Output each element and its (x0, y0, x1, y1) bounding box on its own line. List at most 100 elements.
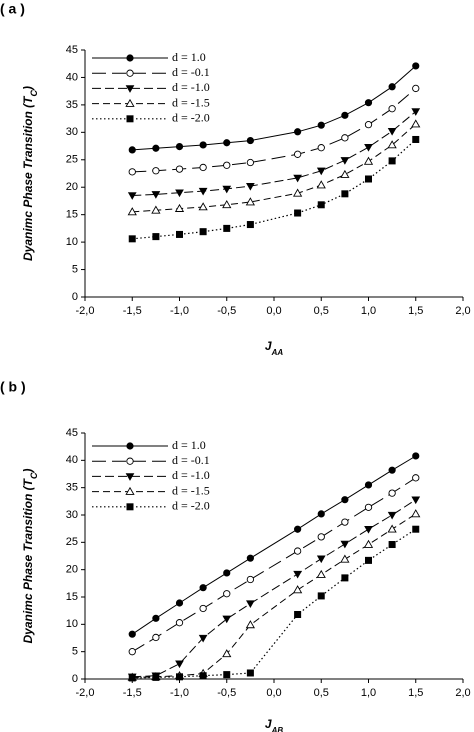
data-point (174, 203, 185, 212)
x-tick-label: 1,5 (408, 687, 423, 699)
legend-marker (125, 473, 135, 481)
data-point (317, 510, 325, 518)
y-tick-label: 15 (66, 209, 78, 221)
series-3 (127, 496, 421, 682)
data-point (152, 614, 160, 622)
data-point (246, 554, 254, 562)
legend-entry: d = -0.1 (172, 65, 210, 79)
data-point (340, 554, 350, 563)
data-point (412, 525, 420, 533)
y-tick-label: 20 (66, 564, 78, 576)
y-tick-label: 5 (72, 263, 78, 275)
legend-marker (126, 442, 134, 450)
x-tick-label: 1,0 (361, 305, 376, 317)
data-point (364, 503, 373, 511)
data-point (364, 526, 373, 534)
y-tick-label: 5 (72, 646, 78, 658)
data-point (293, 570, 302, 579)
data-point (152, 167, 160, 175)
data-point (340, 169, 350, 178)
legend: d = 1.0d = -0.1d = -1.0d = -1.5 d = -2.0 (92, 438, 210, 513)
data-point (341, 496, 349, 504)
data-point (364, 143, 373, 152)
series-line (132, 88, 417, 173)
data-point (176, 230, 184, 238)
data-point (293, 188, 303, 197)
data-point (223, 161, 231, 169)
data-point (411, 509, 421, 518)
data-point (388, 541, 396, 549)
legend-marker (125, 98, 135, 107)
y-tick-label: 0 (72, 291, 78, 303)
data-point (294, 209, 302, 217)
y-tick-label: 45 (66, 44, 78, 56)
data-point (341, 111, 349, 119)
series-line (132, 499, 417, 678)
data-point (152, 673, 160, 681)
series-line (132, 477, 417, 653)
data-point (151, 205, 161, 214)
data-point (127, 207, 137, 216)
y-tick-label: 40 (66, 454, 78, 466)
data-point (364, 120, 373, 129)
y-tick-label: 30 (66, 509, 78, 521)
x-tick-label: -1,5 (123, 687, 142, 699)
data-point (294, 128, 302, 136)
data-point (340, 157, 350, 165)
data-point (199, 584, 207, 592)
data-point (128, 648, 136, 656)
data-point (387, 524, 397, 533)
data-point (317, 121, 325, 129)
data-point (127, 192, 137, 200)
series-2 (128, 84, 420, 176)
series-1 (128, 452, 420, 638)
y-tick-label: 35 (66, 482, 78, 494)
y-tick-label: 10 (66, 236, 78, 248)
data-point (293, 585, 303, 594)
series-2 (128, 474, 420, 656)
data-point (340, 540, 350, 549)
data-point (152, 144, 160, 152)
x-tick-label: -0,5 (217, 305, 236, 317)
data-point (246, 575, 255, 584)
x-axis-label: JAB (265, 717, 283, 732)
y-tick-label: 45 (66, 427, 78, 439)
series-1 (128, 62, 420, 154)
data-point (364, 175, 372, 183)
data-point (175, 619, 184, 627)
data-point (223, 590, 231, 598)
legend-marker (126, 69, 134, 77)
data-point (412, 84, 420, 93)
data-point (246, 158, 255, 167)
data-point (223, 671, 231, 679)
data-point (175, 143, 184, 151)
x-tick-label: 0,5 (314, 687, 329, 699)
data-point (128, 235, 136, 243)
legend-marker (125, 85, 135, 93)
series-line (132, 513, 417, 678)
y-tick-label: 35 (66, 99, 78, 111)
data-point (293, 547, 302, 555)
data-point (341, 134, 349, 142)
data-point (341, 518, 349, 526)
x-tick-label: -0,5 (217, 687, 236, 699)
legend-marker (126, 54, 134, 62)
data-point (341, 190, 349, 198)
data-point (175, 599, 184, 607)
data-point (246, 182, 255, 191)
legend-entry: d = -1.5 (172, 483, 210, 497)
legend-entry: d = -2.0 (172, 499, 210, 513)
legend-marker (126, 503, 134, 511)
legend-marker (125, 486, 135, 495)
data-point (293, 150, 302, 158)
data-point (245, 620, 255, 629)
legend-entry: d = -1.5 (172, 95, 210, 109)
series-line (132, 139, 417, 240)
legend-entry: d = -2.0 (172, 111, 210, 125)
data-point (363, 156, 374, 165)
x-tick-label: -1,0 (170, 687, 189, 699)
y-tick-label: 15 (66, 591, 78, 603)
legend-marker (126, 115, 134, 123)
data-point (175, 660, 184, 669)
data-point (246, 669, 254, 677)
